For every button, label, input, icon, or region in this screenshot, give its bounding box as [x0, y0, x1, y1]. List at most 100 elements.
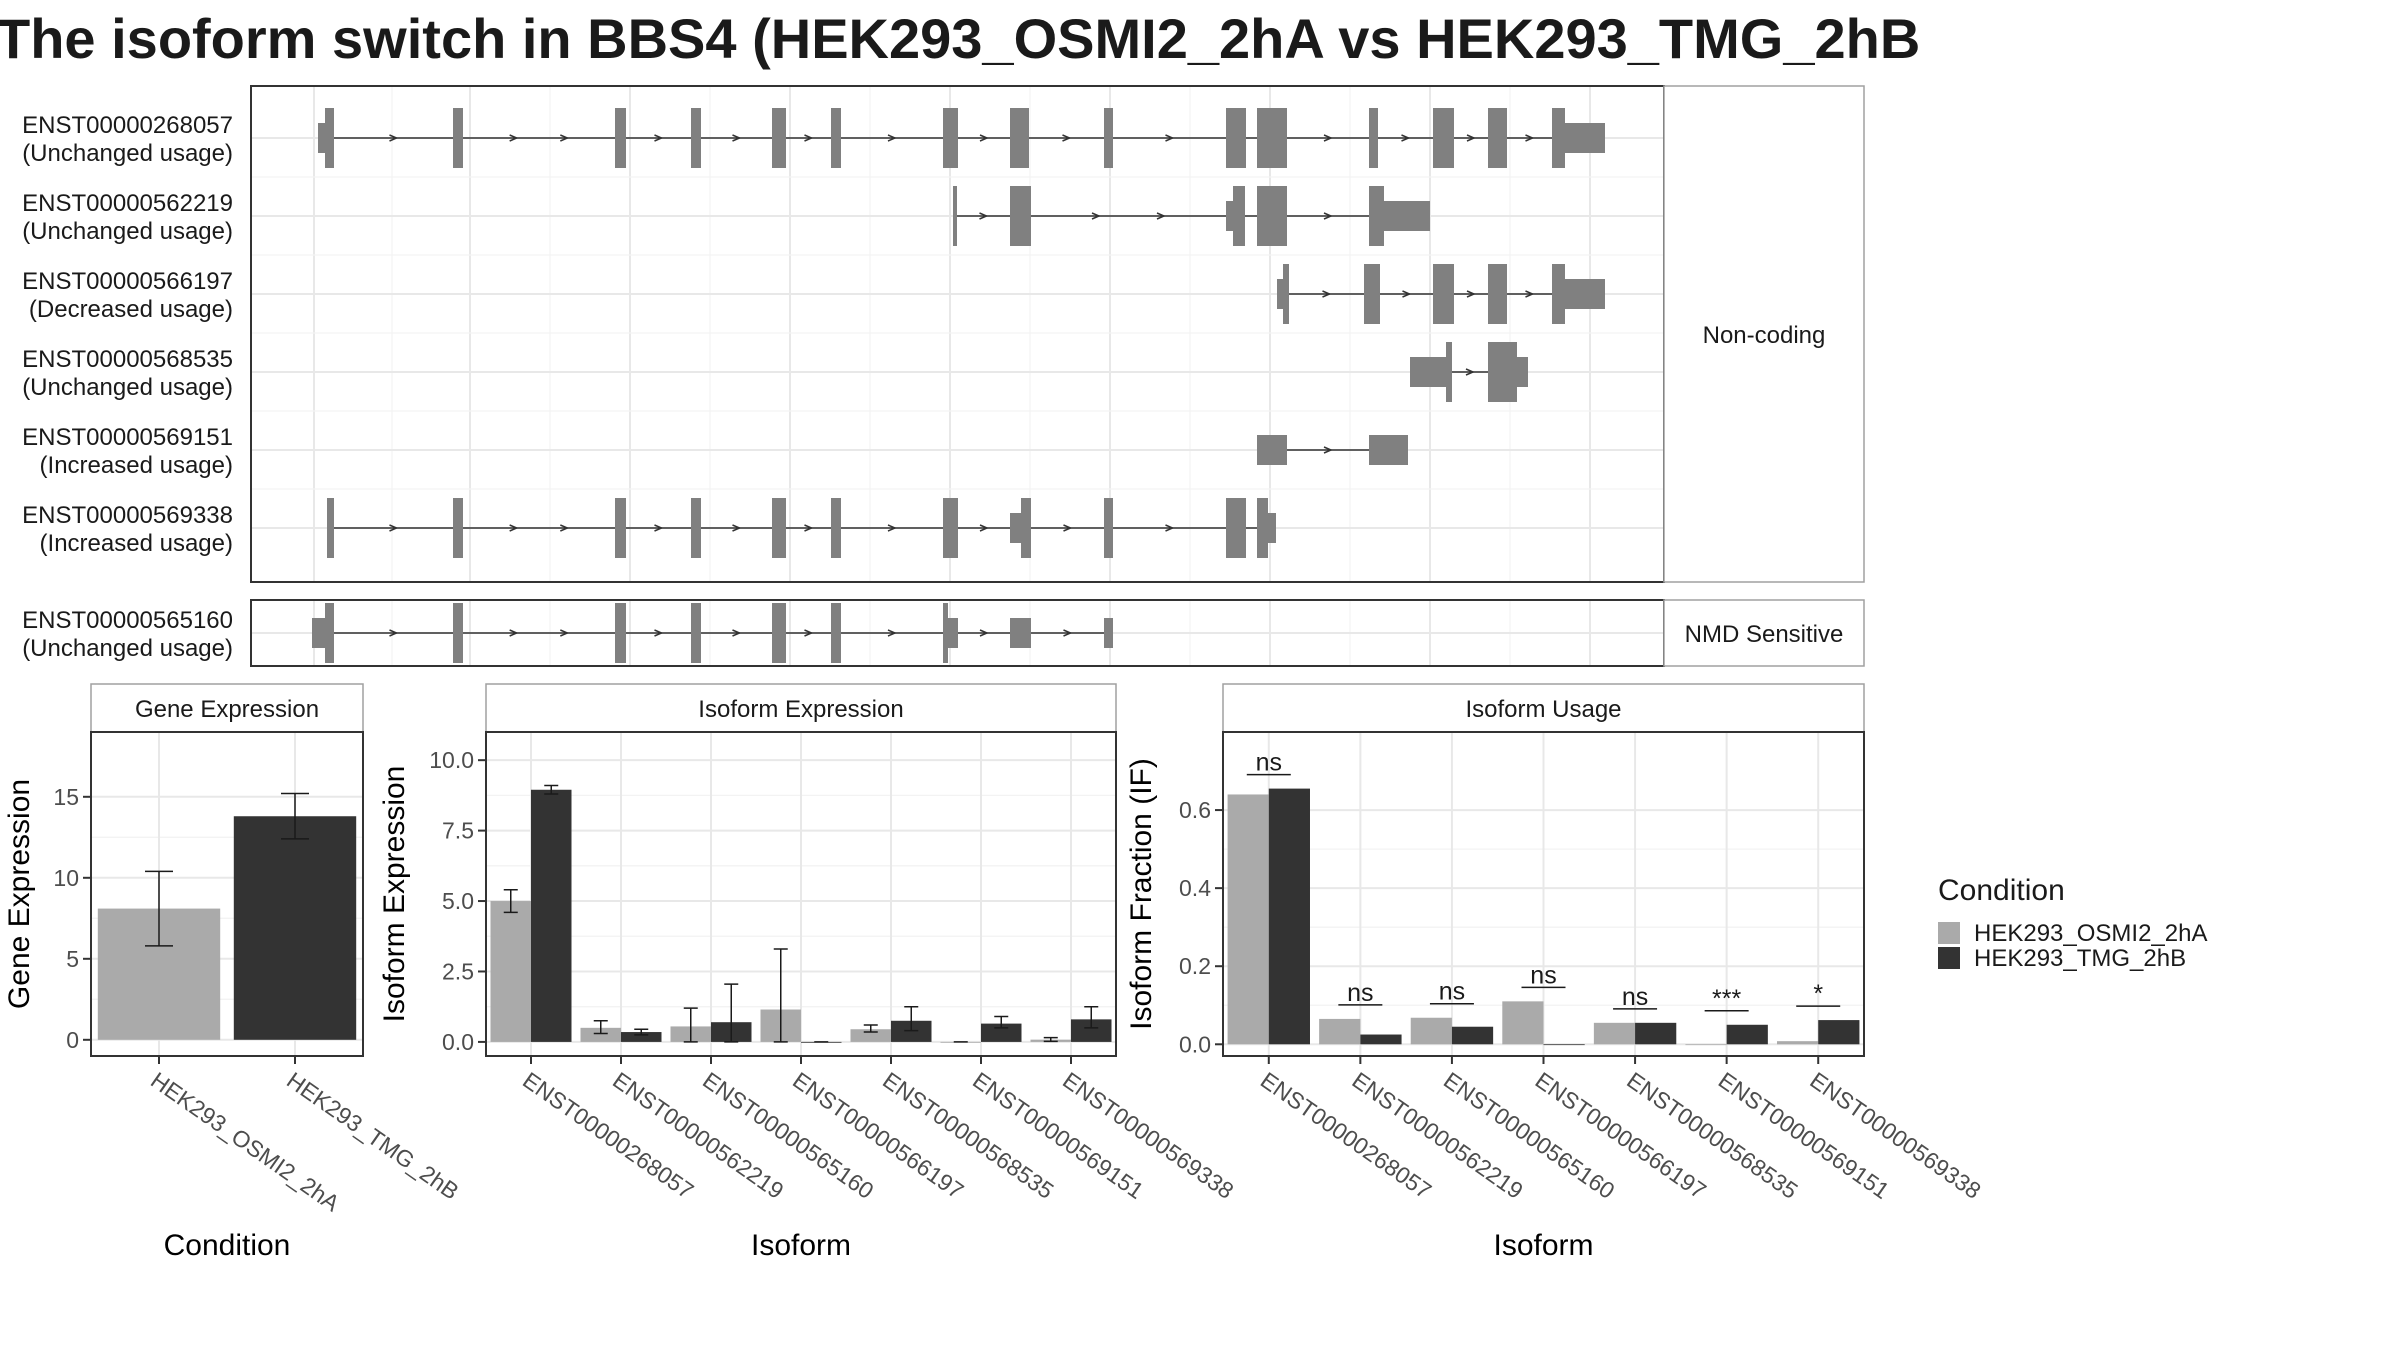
exon-box: [1104, 498, 1113, 558]
exon-box: [1226, 108, 1246, 168]
data-bar: [1593, 1022, 1636, 1045]
legend-label: HEK293_TMG_2hB: [1974, 945, 2186, 972]
intron-arrow: [389, 524, 399, 532]
exon-box: [453, 603, 463, 663]
x-tick-label: ENST00000568535: [1622, 1067, 1802, 1204]
exon-box: [1283, 264, 1289, 324]
significance-label: ***: [1712, 985, 1741, 1013]
intron-arrow: [509, 629, 519, 637]
transcript-model: [318, 108, 1605, 168]
transcript-model: [327, 498, 1276, 558]
data-bar: [1410, 1017, 1452, 1045]
data-bar: [1543, 1044, 1585, 1046]
y-tick-label: 10: [53, 865, 79, 891]
exon-box: [1369, 108, 1378, 168]
transcript-usage: (Increased usage): [40, 530, 233, 557]
data-bar: [1635, 1022, 1677, 1045]
y-axis-title: Isoform Expression: [378, 766, 411, 1023]
error-bar: [544, 784, 559, 795]
transcript-usage: (Unchanged usage): [22, 140, 233, 167]
data-bar: [1451, 1026, 1494, 1045]
y-tick-label: 7.5: [442, 818, 474, 844]
facet-strip: [1663, 85, 1865, 583]
exon-box: [1257, 108, 1287, 168]
significance-label: ns: [1347, 979, 1373, 1007]
y-axis-title: Gene Expression: [3, 779, 36, 1009]
error-bar: [1043, 1036, 1058, 1043]
exon-box: [691, 498, 701, 558]
data-bar: [850, 1029, 891, 1042]
exon-box: [1257, 186, 1287, 246]
exon-box: [948, 618, 958, 648]
x-tick-label: ENST00000569338: [1805, 1067, 1985, 1204]
exon-box: [312, 618, 325, 648]
data-bar: [1319, 1018, 1361, 1045]
exon-box: [1517, 357, 1528, 387]
error-bar: [593, 1020, 608, 1035]
exon-box: [1257, 435, 1287, 465]
exon-box: [1488, 342, 1517, 402]
transcript-usage: (Unchanged usage): [22, 374, 233, 401]
data-bar: [1685, 1044, 1727, 1046]
intron-arrow: [389, 134, 399, 142]
transcript-model: [312, 603, 1113, 663]
intron-arrow: [1063, 629, 1073, 637]
data-bar: [233, 816, 357, 1040]
legend-title: Condition: [1938, 874, 2065, 907]
intron-arrow: [1062, 134, 1072, 142]
data-bar: [621, 1032, 662, 1042]
panel-border: [90, 731, 364, 1057]
exon-box: [1410, 357, 1446, 387]
transcript-usage: (Unchanged usage): [22, 635, 233, 662]
data-bar: [1071, 1019, 1112, 1042]
error-bar: [773, 948, 788, 1043]
error-bar: [724, 983, 739, 1043]
data-bar: [1726, 1024, 1768, 1045]
x-axis-title: Isoform: [1493, 1229, 1593, 1262]
x-tick-label: ENST00000268057: [1256, 1067, 1436, 1204]
exon-box: [772, 498, 786, 558]
intron-arrow: [1165, 524, 1175, 532]
exon-box: [1446, 342, 1452, 402]
data-bar: [580, 1027, 621, 1042]
x-tick-label: ENST00000569338: [1058, 1067, 1238, 1204]
exon-box: [1010, 108, 1029, 168]
exon-box: [453, 498, 463, 558]
figure-title: The isoform switch in BBS4 (HEK293_OSMI2…: [0, 7, 1920, 70]
intron-arrow: [389, 629, 399, 637]
transcript-id: ENST00000565160: [22, 607, 233, 634]
exon-box: [1277, 279, 1283, 309]
y-tick-label: 0.0: [1179, 1031, 1211, 1057]
panel-title: Isoform Usage: [1465, 696, 1621, 723]
exon-box: [1010, 513, 1021, 543]
intron-arrow: [1525, 290, 1535, 298]
error-bar: [683, 1007, 698, 1043]
x-axis-title: Isoform: [751, 1229, 851, 1262]
exon-box: [615, 108, 626, 168]
intron-arrow: [732, 524, 742, 532]
intron-arrow: [979, 212, 989, 220]
error-bar: [634, 1028, 649, 1036]
intron-arrow: [509, 524, 519, 532]
panel-strip: [485, 683, 1117, 733]
exon-box: [1565, 123, 1605, 153]
exon-box: [953, 186, 957, 246]
data-bar: [1818, 1020, 1860, 1045]
intron-arrow: [654, 134, 664, 142]
data-bar: [1360, 1034, 1402, 1045]
exon-box: [1257, 498, 1268, 558]
intron-arrow: [1466, 134, 1476, 142]
intron-arrow: [1466, 290, 1476, 298]
exon-box: [1233, 186, 1245, 246]
transcript-model: [953, 186, 1430, 246]
intron-arrow: [560, 134, 570, 142]
intron-arrow: [1525, 134, 1535, 142]
error-bar: [281, 792, 309, 840]
exon-box: [1364, 264, 1380, 324]
intron-arrow: [804, 524, 814, 532]
exon-box: [453, 108, 463, 168]
exon-box: [1226, 201, 1233, 231]
y-tick-label: 10.0: [429, 747, 474, 773]
panel-strip: [1222, 683, 1865, 733]
